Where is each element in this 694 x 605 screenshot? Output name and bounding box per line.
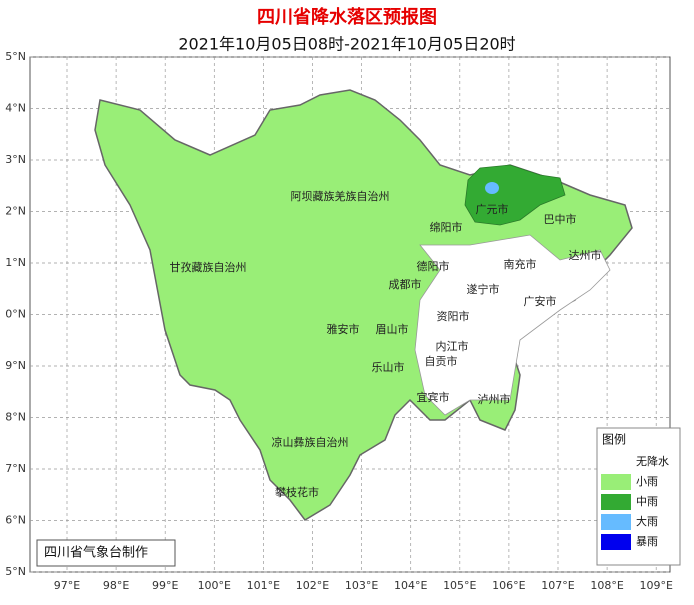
lat-label: 9°N: [5, 359, 26, 372]
legend-swatch: [601, 474, 631, 490]
lon-label: 98°E: [103, 579, 129, 592]
legend-label: 大雨: [636, 514, 658, 528]
place-label: 德阳市: [417, 259, 450, 273]
place-label: 遂宁市: [467, 282, 500, 296]
place-label: 攀枝花市: [275, 485, 319, 499]
place-label: 内江市: [436, 339, 469, 353]
lat-label: 1°N: [5, 256, 26, 269]
place-label: 凉山彝族自治州: [272, 435, 349, 449]
lon-label: 104°E: [394, 579, 427, 592]
place-label: 资阳市: [437, 309, 470, 323]
title: 四川省降水落区预报图: [257, 6, 437, 28]
place-label: 雅安市: [327, 322, 360, 336]
place-label: 泸州市: [478, 392, 511, 406]
lon-label: 100°E: [198, 579, 231, 592]
lon-label: 99°E: [152, 579, 178, 592]
lat-label: 8°N: [5, 411, 26, 424]
legend-label: 小雨: [636, 475, 658, 488]
lon-label: 103°E: [345, 579, 378, 592]
lon-label: 109°E: [639, 579, 672, 592]
place-label: 自贡市: [425, 354, 458, 368]
place-label: 阿坝藏族羌族自治州: [291, 189, 390, 203]
place-label: 广元市: [476, 202, 509, 216]
legend-swatch: [601, 514, 631, 530]
legend-label: 暴雨: [636, 535, 658, 548]
moderate-rain-area: [464, 164, 566, 226]
lon-label: 102°E: [296, 579, 329, 592]
place-label: 宜宾市: [417, 390, 450, 404]
lon-label: 101°E: [247, 579, 280, 592]
lon-label: 97°E: [54, 579, 80, 592]
place-label: 乐山市: [372, 360, 405, 374]
place-label: 达州市: [569, 248, 602, 262]
lat-label: 5°N: [5, 565, 26, 578]
no-rain-area: [414, 234, 611, 416]
legend-swatch: [601, 454, 631, 470]
legend-swatch: [601, 494, 631, 510]
lon-label: 106°E: [492, 579, 525, 592]
lat-label: 2°N: [5, 205, 26, 218]
lon-label: 108°E: [590, 579, 623, 592]
place-label: 广安市: [524, 294, 557, 308]
place-label: 成都市: [389, 277, 422, 291]
legend-label: 中雨: [636, 495, 658, 508]
place-label: 眉山市: [376, 322, 409, 336]
place-label: 南充市: [504, 257, 537, 271]
subtitle: 2021年10月05日08时-2021年10月05日20时: [178, 35, 515, 54]
lon-label: 105°E: [443, 579, 476, 592]
place-labels: 阿坝藏族羌族自治州 广元市 巴中市 绵阳市 达州市 南充市 德阳市 甘孜藏族自治…: [170, 189, 602, 499]
footer-box: [36, 539, 176, 567]
lat-label: 5°N: [5, 50, 26, 63]
place-label: 甘孜藏族自治州: [170, 260, 247, 274]
lat-label: 0°N: [5, 308, 26, 321]
lon-label: 107°E: [541, 579, 574, 592]
lat-label: 4°N: [5, 102, 26, 115]
lat-label: 3°N: [5, 153, 26, 166]
place-label: 巴中市: [544, 212, 577, 226]
place-label: 绵阳市: [430, 220, 463, 234]
legend-swatch: [601, 534, 631, 550]
legend-label: 无降水: [636, 454, 669, 468]
footer: 四川省气象台制作: [44, 545, 148, 561]
legend-title: 图例: [602, 433, 626, 447]
heavy-rain-area: [485, 182, 499, 194]
lat-label: 6°N: [5, 514, 26, 527]
lat-label: 7°N: [5, 462, 26, 475]
